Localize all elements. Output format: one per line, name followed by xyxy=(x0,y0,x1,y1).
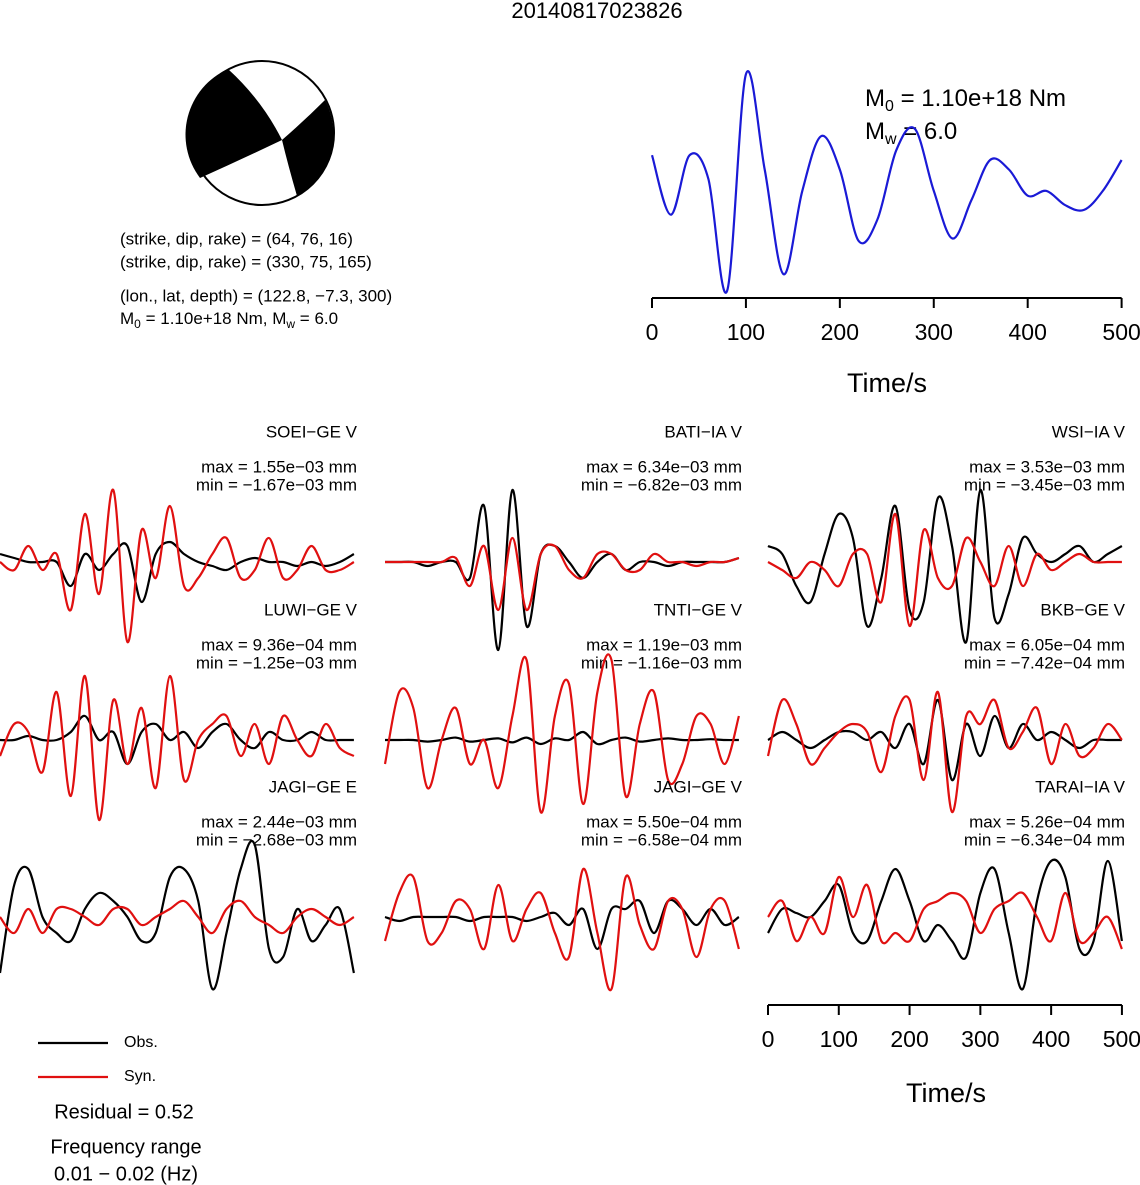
synthetic-trace xyxy=(385,536,740,612)
min-label: min = −6.34e−04 mm xyxy=(964,830,1125,849)
max-label: max = 2.44e−03 mm xyxy=(201,812,357,831)
beachball-quadrant xyxy=(185,69,282,178)
synthetic-trace xyxy=(0,488,355,644)
frequency-value: 0.01 − 0.02 (Hz) xyxy=(54,1163,198,1185)
moment-subscript: w xyxy=(285,317,295,331)
max-label: max = 6.34e−03 mm xyxy=(586,457,742,476)
station-label: TNTI−GE V xyxy=(654,600,743,619)
frequency-label: Frequency range xyxy=(50,1136,201,1158)
min-label: min = −6.58e−04 mm xyxy=(581,830,742,849)
x-tick-label: 400 xyxy=(1032,1026,1070,1052)
max-label: max = 9.36e−04 mm xyxy=(201,635,357,654)
x-tick-label: 0 xyxy=(646,319,659,345)
moment-text: M0 = 1.10e+18 Nm, Mw = 6.0 xyxy=(120,309,338,331)
synthetic-trace xyxy=(0,674,355,822)
synthetic-trace xyxy=(383,653,740,814)
observed-trace xyxy=(767,488,1123,644)
annotation-subscript: w xyxy=(884,131,897,148)
synthetic-trace xyxy=(0,899,355,935)
max-label: max = 1.55e−03 mm xyxy=(201,457,357,476)
station-label: LUWI−GE V xyxy=(264,600,358,619)
min-label: min = −6.82e−03 mm xyxy=(581,475,742,494)
max-label: max = 6.05e−04 mm xyxy=(969,635,1125,654)
x-axis-label: Time/s xyxy=(847,368,927,398)
x-tick-label: 200 xyxy=(821,319,859,345)
observed-trace xyxy=(767,858,1123,991)
x-axis-label: Time/s xyxy=(906,1078,986,1108)
beachball-quadrant xyxy=(282,100,334,196)
station-label: JAGI−GE V xyxy=(654,777,743,796)
station-label: BATI−IA V xyxy=(664,422,742,441)
observed-trace xyxy=(0,839,355,991)
moment-subscript: 0 xyxy=(134,317,141,331)
station-label: WSI−IA V xyxy=(1052,422,1126,441)
annotation-symbol: M xyxy=(865,118,885,145)
observed-trace xyxy=(384,730,739,746)
station-label: TARAI−IA V xyxy=(1035,777,1126,796)
synthetic-trace xyxy=(383,867,740,992)
station-label: BKB−GE V xyxy=(1040,600,1125,619)
min-label: min = −2.68e−03 mm xyxy=(196,830,357,849)
moment-value: = 1.10e+18 Nm, xyxy=(141,309,272,328)
x-tick-label: 400 xyxy=(1008,319,1046,345)
moment-symbol: M xyxy=(272,309,286,328)
moment-symbol: M xyxy=(120,309,134,328)
observed-trace xyxy=(0,540,355,604)
mechanism-text: (strike, dip, rake) = (330, 75, 165) xyxy=(120,252,372,271)
stf-line xyxy=(650,70,1123,294)
stf-annotation: M0 = 1.10e+18 Nm xyxy=(865,85,1066,115)
x-tick-label: 100 xyxy=(727,319,765,345)
min-label: min = −1.25e−03 mm xyxy=(196,653,357,672)
residual: Residual = 0.52 xyxy=(54,1101,194,1123)
x-tick-label: 0 xyxy=(762,1026,775,1052)
station-label: JAGI−GE E xyxy=(269,777,357,796)
synthetic-trace xyxy=(766,690,1123,814)
legend-label: Obs. xyxy=(124,1034,158,1051)
min-label: min = −1.16e−03 mm xyxy=(581,653,742,672)
annotation-symbol: M xyxy=(865,85,885,112)
mechanism-text: (lon., lat, depth) = (122.8, −7.3, 300) xyxy=(120,286,392,305)
observed-trace xyxy=(0,714,354,766)
x-tick-label: 500 xyxy=(1103,1026,1140,1052)
figure-title: 20140817023826 xyxy=(511,0,682,23)
min-label: min = −7.42e−04 mm xyxy=(964,653,1125,672)
moment-value: = 6.0 xyxy=(295,309,338,328)
x-tick-label: 300 xyxy=(915,319,953,345)
min-label: min = −3.45e−03 mm xyxy=(964,475,1125,494)
annotation-value: = 1.10e+18 Nm xyxy=(894,85,1066,112)
legend-label: Syn. xyxy=(124,1068,156,1085)
x-tick-label: 200 xyxy=(890,1026,928,1052)
stf-annotation: Mw = 6.0 xyxy=(865,118,957,148)
beachball xyxy=(185,60,335,206)
synthetic-trace xyxy=(767,512,1122,628)
max-label: max = 1.19e−03 mm xyxy=(586,635,742,654)
x-tick-label: 300 xyxy=(961,1026,999,1052)
synthetic-trace xyxy=(767,875,1123,950)
mechanism-text: (strike, dip, rake) = (64, 76, 16) xyxy=(120,229,353,248)
x-tick-label: 500 xyxy=(1102,319,1140,345)
annotation-subscript: 0 xyxy=(885,98,894,115)
max-label: max = 3.53e−03 mm xyxy=(969,457,1125,476)
max-label: max = 5.50e−04 mm xyxy=(586,812,742,831)
station-label: SOEI−GE V xyxy=(266,422,358,441)
observed-trace xyxy=(385,488,740,652)
max-label: max = 5.26e−04 mm xyxy=(969,812,1125,831)
min-label: min = −1.67e−03 mm xyxy=(196,475,357,494)
x-tick-label: 100 xyxy=(820,1026,858,1052)
